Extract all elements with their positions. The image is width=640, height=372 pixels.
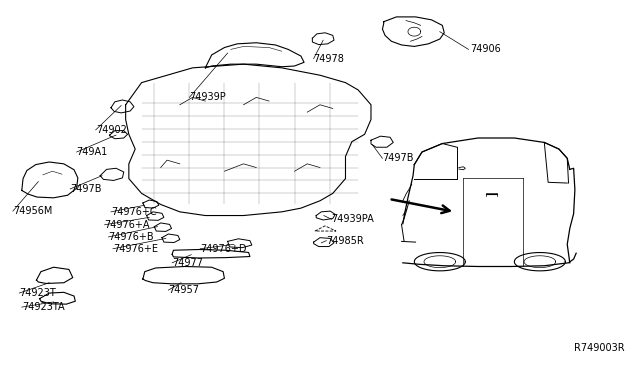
Text: 74976+D: 74976+D [200,244,246,254]
Text: 74976+E: 74976+E [113,244,158,254]
Text: 74976+A: 74976+A [104,220,150,230]
Text: 74976+C: 74976+C [111,207,157,217]
Text: 74923TA: 74923TA [22,302,65,312]
Text: 74978: 74978 [314,54,344,64]
Text: R749003R: R749003R [574,343,625,353]
Text: 74906: 74906 [470,44,500,54]
Text: 749A1: 749A1 [77,147,108,157]
Text: 74957: 74957 [168,285,199,295]
Text: 7497B: 7497B [383,153,414,163]
Text: 7497B: 7497B [70,184,102,194]
Text: 74939P: 74939P [189,92,226,102]
Text: 74956M: 74956M [13,206,52,216]
Text: 74923T: 74923T [19,288,56,298]
Text: 74977: 74977 [172,258,203,268]
Text: 74985R: 74985R [326,235,364,246]
Text: 74976+B: 74976+B [108,232,154,242]
Text: 74939PA: 74939PA [332,214,374,224]
Text: 74902: 74902 [96,125,127,135]
